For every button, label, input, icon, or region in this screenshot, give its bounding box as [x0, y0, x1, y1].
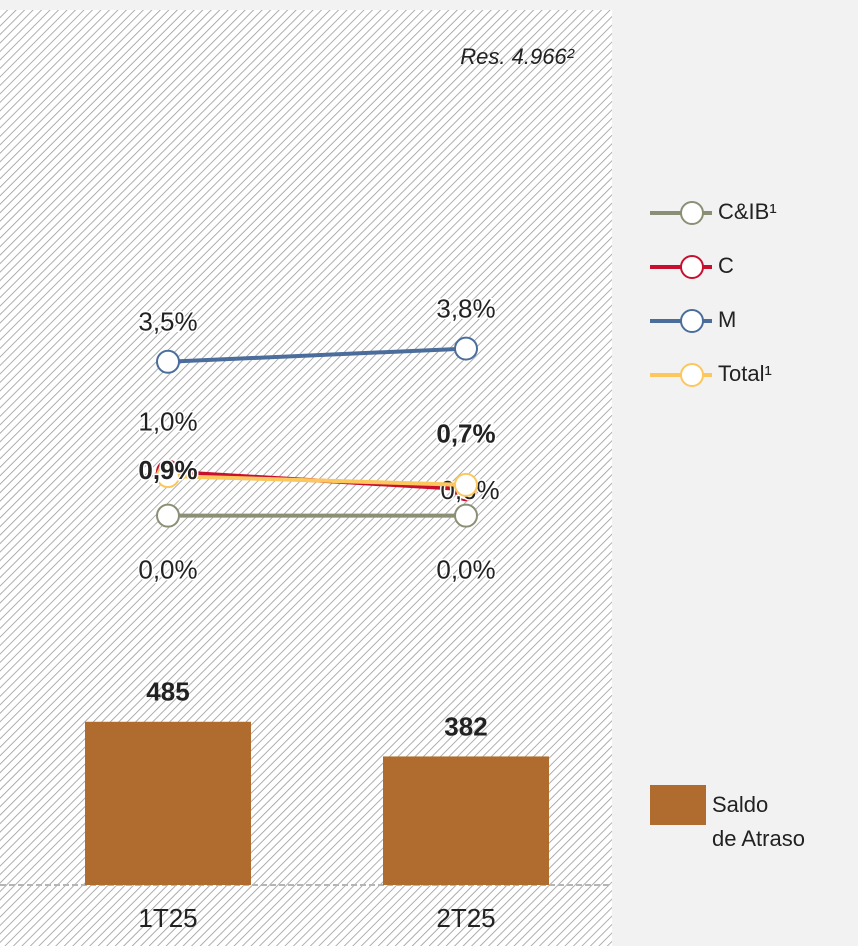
marker — [156, 349, 180, 374]
data-label: 0,9% — [138, 455, 197, 485]
data-label: 0,0% — [436, 555, 495, 585]
legend-label: C&IB¹ — [718, 199, 777, 224]
bar — [85, 721, 251, 885]
legend-label: Total¹ — [718, 361, 772, 386]
legend-marker — [680, 309, 704, 333]
x-tick-label: 1T25 — [138, 903, 197, 933]
line — [167, 346, 467, 364]
data-label: 1,0% — [138, 407, 197, 437]
bar-label: 485 — [146, 677, 189, 707]
legend-swatch — [650, 785, 706, 825]
marker — [156, 503, 180, 528]
marker — [156, 464, 180, 489]
annotation: Res. 4.966² — [460, 44, 574, 69]
legend-marker — [680, 201, 704, 225]
marker — [454, 472, 478, 497]
marker — [454, 336, 478, 361]
data-label: 0,0% — [138, 555, 197, 585]
data-label: 0,7% — [436, 419, 495, 449]
bar-label: 382 — [444, 711, 487, 741]
legend-label: Saldo de Atraso — [712, 792, 805, 851]
line — [167, 474, 467, 487]
bar — [383, 756, 549, 885]
legend-marker — [680, 255, 704, 279]
marker — [454, 503, 478, 528]
legend-marker — [680, 363, 704, 387]
legend-label: C — [718, 253, 734, 278]
legend-label: M — [718, 307, 736, 332]
data-label: 3,5% — [138, 307, 197, 337]
x-tick-label: 2T25 — [436, 903, 495, 933]
data-label: 3,8% — [436, 293, 495, 323]
